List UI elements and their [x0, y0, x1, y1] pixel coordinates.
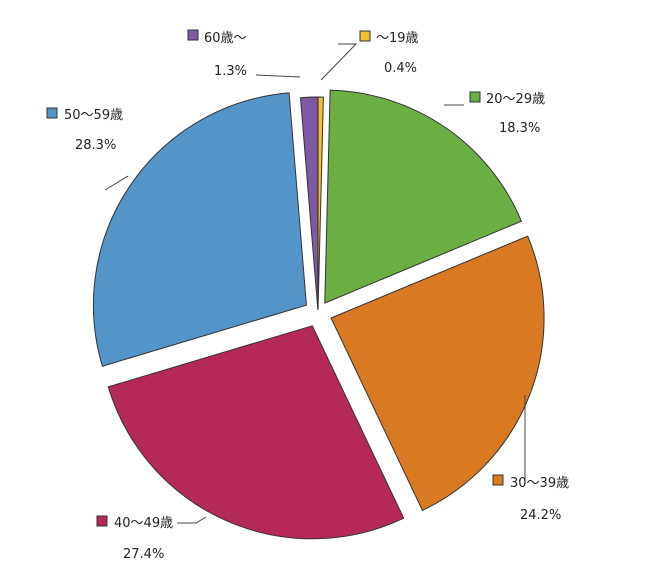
category-label-6: 60歳～	[204, 31, 247, 46]
pie-slice-2	[324, 89, 523, 304]
label-marker-5	[46, 107, 58, 119]
pie-slice-6	[299, 96, 319, 311]
pie-slice-1	[317, 96, 324, 311]
slice-labels: ～19歳 0.4% 20～29歳 18.3% 30～39歳 24.2% 40～49歳 27.4…	[46, 29, 569, 562]
value-label-5: 28.3%	[75, 138, 116, 153]
leader-line-6	[255, 74, 301, 78]
label-marker-6	[187, 29, 199, 41]
value-label-2: 18.3%	[499, 121, 540, 136]
category-label-5: 50～59歳	[64, 108, 123, 123]
label-marker-1	[359, 30, 371, 42]
pie-slice-4	[107, 325, 405, 540]
leader-line-5	[104, 175, 129, 191]
category-label-3: 30～39歳	[510, 476, 569, 491]
value-label-4: 27.4%	[123, 547, 164, 562]
label-marker-3	[492, 474, 504, 486]
value-label-1: 0.4%	[384, 61, 417, 76]
category-label-1: ～19歳	[376, 31, 419, 46]
leader-lines	[104, 43, 526, 524]
category-label-2: 20～29歳	[486, 92, 545, 107]
leader-line-4	[177, 516, 207, 524]
label-marker-4	[96, 515, 108, 527]
value-label-3: 24.2%	[520, 508, 561, 523]
label-marker-2	[469, 91, 481, 103]
pie-slice-5	[92, 92, 307, 367]
value-label-6: 1.3%	[214, 64, 247, 79]
leader-line-1	[320, 43, 358, 81]
pie-slice-3	[330, 235, 545, 512]
pie-slices	[92, 89, 545, 540]
category-label-4: 40～49歳	[114, 516, 173, 531]
